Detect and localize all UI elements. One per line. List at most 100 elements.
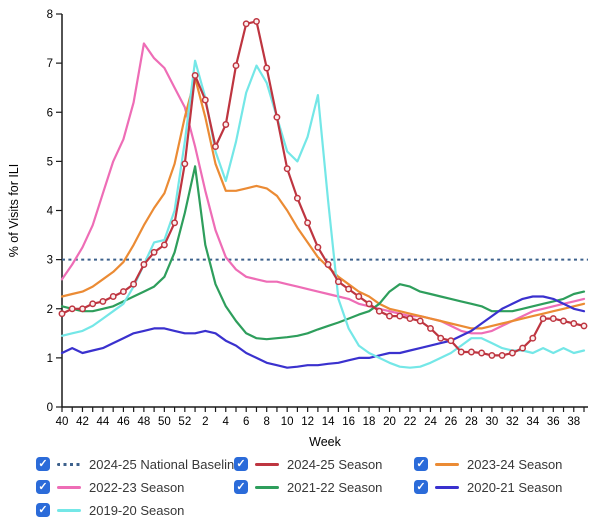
legend-label: 2021-22 Season <box>287 479 383 495</box>
series-marker <box>416 317 424 325</box>
checkmark-icon: ✓ <box>38 504 48 516</box>
y-axis-title: % of Visits for ILI <box>7 164 21 258</box>
x-tick-label: 10 <box>281 416 294 428</box>
x-tick-label: 24 <box>424 416 437 428</box>
legend-swatch-solid-line <box>435 462 459 466</box>
series-marker <box>212 143 219 151</box>
series-marker <box>334 278 342 286</box>
series-marker <box>130 280 138 288</box>
series-marker <box>99 297 107 305</box>
y-tick-label: 7 <box>47 58 53 70</box>
ili-chart: 0 1 2 3 4 5 6 7 8 40 42 44 46 48 50 52 2 4 6 8 10 12 14 16 18 20 2… <box>7 9 588 449</box>
legend-checkbox[interactable]: ✓ <box>414 457 428 471</box>
legend-label: 2023-24 Season <box>467 456 563 472</box>
series-marker <box>498 351 506 359</box>
series-marker <box>457 348 465 356</box>
x-tick-label: 50 <box>158 416 171 428</box>
series-marker <box>560 317 567 325</box>
series-marker <box>58 310 66 318</box>
legend-label: 2024-25 Season <box>287 456 383 472</box>
x-tick-label: 30 <box>485 416 498 428</box>
series-line-2024-25-season <box>60 20 586 357</box>
series-marker <box>580 322 588 330</box>
x-tick-label: 16 <box>342 416 355 428</box>
series-marker <box>467 348 475 356</box>
legend-item-2022-23-season: ✓ 2022-23 Season <box>36 479 234 495</box>
legend-label: 2019-20 Season <box>89 502 185 518</box>
series-marker <box>283 165 291 173</box>
x-tick-label: 18 <box>363 416 376 428</box>
chart-legend: ✓ 2024-25 National Baseline ✓ 2024-25 Seaso… <box>36 456 596 518</box>
series-marker <box>365 300 373 308</box>
series-marker <box>191 71 199 79</box>
legend-checkbox[interactable]: ✓ <box>234 480 248 494</box>
y-tick-label: 6 <box>47 107 53 119</box>
series-marker <box>375 307 383 315</box>
checkmark-icon: ✓ <box>38 458 48 470</box>
y-tick-label: 5 <box>47 156 53 168</box>
x-tick-label: 52 <box>178 416 191 428</box>
series-marker <box>68 305 76 313</box>
x-tick-label: 44 <box>97 416 110 428</box>
series-marker <box>263 64 271 72</box>
series-marker <box>386 312 393 320</box>
series-marker <box>406 315 414 323</box>
series-marker <box>242 20 250 28</box>
y-tick-label: 3 <box>47 255 53 267</box>
series-line-2022-23-season <box>60 42 586 335</box>
series-marker <box>181 160 189 168</box>
series-marker <box>488 351 496 359</box>
series-marker <box>253 17 260 25</box>
legend-item-2023-24-season: ✓ 2023-24 Season <box>414 456 589 472</box>
series-marker <box>109 293 117 300</box>
checkmark-icon: ✓ <box>236 458 246 470</box>
y-tick-label: 2 <box>47 304 53 316</box>
x-tick-label: 32 <box>506 416 519 428</box>
series-marker <box>232 62 240 70</box>
x-tick-label: 26 <box>445 416 458 428</box>
series-marker <box>519 344 527 352</box>
x-tick-label: 28 <box>465 416 478 428</box>
checkmark-icon: ✓ <box>416 458 426 470</box>
series-marker <box>304 219 312 227</box>
series-marker <box>324 261 332 268</box>
series-marker <box>222 121 230 128</box>
legend-swatch-solid-line <box>57 485 81 489</box>
series-marker <box>160 241 168 249</box>
legend-checkbox[interactable]: ✓ <box>36 503 50 517</box>
series-marker <box>89 300 97 308</box>
x-tick-label: 46 <box>117 416 130 428</box>
checkmark-icon: ✓ <box>416 481 426 493</box>
legend-swatch-solid-line <box>255 462 279 466</box>
x-tick-label: 12 <box>301 416 314 428</box>
series-marker <box>314 243 322 251</box>
x-tick-label: 38 <box>567 416 580 428</box>
legend-item-2021-22-season: ✓ 2021-22 Season <box>234 479 414 495</box>
x-tick-label: 42 <box>76 416 89 428</box>
checkmark-icon: ✓ <box>236 481 246 493</box>
legend-checkbox[interactable]: ✓ <box>234 457 248 471</box>
series-marker <box>171 219 179 227</box>
x-tick-label: 6 <box>243 416 249 428</box>
legend-checkbox[interactable]: ✓ <box>414 480 428 494</box>
series-marker <box>119 288 127 296</box>
series-marker <box>539 315 547 323</box>
y-tick-label: 4 <box>47 206 54 218</box>
legend-checkbox[interactable]: ✓ <box>36 480 50 494</box>
y-tick-label: 1 <box>47 353 53 365</box>
series-marker <box>570 320 578 327</box>
checkmark-icon: ✓ <box>38 481 48 493</box>
x-axis-title: Week <box>309 435 341 449</box>
x-tick-label: 36 <box>547 416 560 428</box>
legend-label: 2024-25 National Baseline <box>89 456 242 472</box>
x-tick-label: 48 <box>137 416 150 428</box>
x-tick-label: 2 <box>202 416 208 428</box>
series-marker <box>437 334 445 342</box>
legend-item-2020-21-season: ✓ 2020-21 Season <box>414 479 589 495</box>
legend-swatch-solid-line <box>57 508 81 512</box>
series-marker <box>396 312 404 320</box>
legend-checkbox[interactable]: ✓ <box>36 457 50 471</box>
legend-swatch-solid-line <box>435 485 459 489</box>
series-marker <box>140 261 148 268</box>
